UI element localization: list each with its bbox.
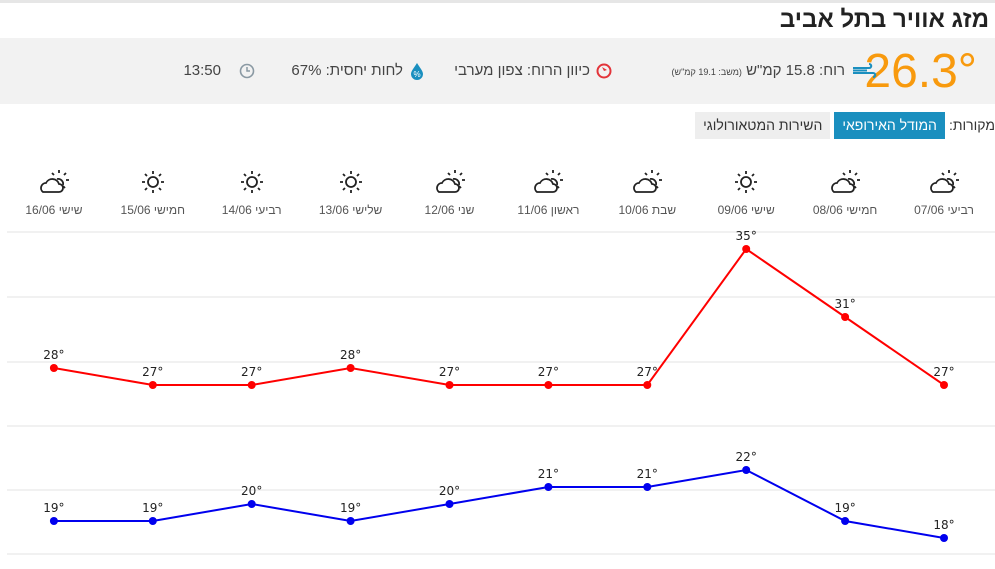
low-temp-point <box>841 517 850 525</box>
clock-icon <box>239 63 255 79</box>
high-temp-label: 27° <box>439 365 460 379</box>
forecast-day: שלישי 13/06 <box>301 168 400 217</box>
low-temp-point <box>445 500 454 508</box>
forecast-day: שני 12/06 <box>400 168 499 217</box>
wind-direction-info: כיוון הרוח: צפון מערבי <box>454 62 612 79</box>
high-temp-point <box>49 364 58 372</box>
high-temp-label: 27° <box>933 365 954 379</box>
current-conditions-bar <box>0 38 995 104</box>
humidity-info: % לחות יחסית: 67% <box>291 62 425 81</box>
low-temp-label: 19° <box>142 501 163 515</box>
low-temp-label: 21° <box>637 467 658 481</box>
low-temp-label: 19° <box>340 501 361 515</box>
forecast-day-label: ראשון 11/06 <box>517 203 580 217</box>
forecast-day-label: שני 12/06 <box>424 203 475 217</box>
source-ims-button[interactable]: השירות המטאורולוגי <box>695 111 831 139</box>
low-temp-point <box>544 483 553 491</box>
low-temp-point <box>346 517 355 525</box>
page-title: מזג אוויר בתל אביב <box>779 6 989 33</box>
high-temp-label: 28° <box>340 348 361 362</box>
high-temp-label: 27° <box>637 365 658 379</box>
sun-icon <box>301 168 400 201</box>
high-temp-point <box>544 381 553 389</box>
high-temp-line <box>53 247 945 386</box>
partly-cloudy-icon <box>895 168 994 201</box>
partly-cloudy-icon <box>499 168 598 201</box>
low-temp-label: 21° <box>538 467 559 481</box>
forecast-day: שישי 16/06 <box>4 168 103 217</box>
low-temp-point <box>643 483 652 491</box>
forecast-day-label: שישי 09/06 <box>717 203 775 217</box>
low-temp-point <box>49 517 58 525</box>
forecast-day: ראשון 11/06 <box>499 168 598 217</box>
forecast-day: שישי 09/06 <box>697 168 796 217</box>
forecast-day-label: שישי 16/06 <box>25 203 83 217</box>
low-temp-label: 20° <box>439 484 460 498</box>
low-temp-label: 22° <box>736 450 757 464</box>
wind-info: רוח: 15.8 קמ"ש (משב: 19.1 קמ"ש) <box>672 62 877 79</box>
svg-text:%: % <box>413 70 420 79</box>
compass-icon <box>596 63 612 79</box>
sources-selector: מקורות: המודל האירופאי השירות המטאורולוג… <box>695 111 995 139</box>
partly-cloudy-icon <box>400 168 499 201</box>
high-temp-point <box>643 381 652 389</box>
humidity-drop-icon: % <box>411 63 423 81</box>
sun-icon <box>697 168 796 201</box>
wind-speed: רוח: 15.8 קמ"ש <box>746 62 845 79</box>
low-temp-label: 20° <box>241 484 262 498</box>
low-temp-point <box>940 534 948 542</box>
forecast-day: חמישי 08/06 <box>796 168 895 217</box>
forecast-day: חמישי 15/06 <box>103 168 202 217</box>
forecast-day: שבת 10/06 <box>598 168 697 217</box>
low-temp-point <box>247 500 256 508</box>
high-temp-point <box>742 245 751 253</box>
partly-cloudy-icon <box>796 168 895 201</box>
forecast-day-label: שבת 10/06 <box>618 203 677 217</box>
forecast-day-label: חמישי 15/06 <box>120 203 186 217</box>
high-temp-point <box>346 364 355 372</box>
low-temp-label: 19° <box>834 501 855 515</box>
low-temp-label: 19° <box>43 501 64 515</box>
forecast-day-label: רביעי 14/06 <box>221 203 282 217</box>
source-european-model-button[interactable]: המודל האירופאי <box>834 111 945 139</box>
high-temp-point <box>148 381 157 389</box>
high-temp-point <box>445 381 454 389</box>
forecast-day-label: רביעי 07/06 <box>914 203 974 217</box>
forecast-day: רביעי 14/06 <box>202 168 301 217</box>
forecast-day-label: שלישי 13/06 <box>318 203 383 217</box>
time-info: 13:50 <box>183 62 255 79</box>
top-border <box>0 0 995 3</box>
sun-icon <box>202 168 301 201</box>
wind-icon <box>853 63 877 79</box>
high-temp-label: 27° <box>142 365 163 379</box>
sun-icon <box>103 168 202 201</box>
high-temp-label: 28° <box>43 348 64 362</box>
humidity: לחות יחסית: 67% <box>291 62 403 79</box>
time: 13:50 <box>183 62 221 79</box>
low-temp-point <box>148 517 157 525</box>
high-temp-label: 27° <box>538 365 559 379</box>
wind-direction: כיוון הרוח: צפון מערבי <box>454 62 590 79</box>
low-temp-label: 18° <box>933 518 954 532</box>
forecast-day-label: חמישי 08/06 <box>812 203 878 217</box>
low-temp-line <box>53 468 945 539</box>
high-temp-point <box>841 313 850 321</box>
high-temp-label: 31° <box>834 297 855 311</box>
high-temp-point <box>940 381 948 389</box>
wind-gust: (משב: 19.1 קמ"ש) <box>671 67 742 77</box>
high-temp-point <box>247 381 256 389</box>
forecast-day: רביעי 07/06 <box>895 168 994 217</box>
temperature-chart: 27° 31° 35° 27° 27° 27° 28° 27° 27° 28° 18° 19° 22° 2… <box>7 229 995 555</box>
high-temp-label: 35° <box>736 229 757 243</box>
low-temp-point <box>742 466 751 474</box>
partly-cloudy-icon <box>598 168 697 201</box>
high-temp-label: 27° <box>241 365 262 379</box>
current-temperature: 26.3° <box>864 45 977 98</box>
sources-label: מקורות: <box>948 117 995 133</box>
partly-cloudy-icon <box>4 168 103 201</box>
